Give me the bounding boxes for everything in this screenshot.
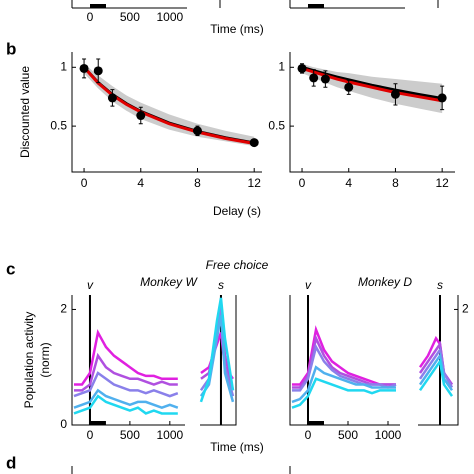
panel-label: b [6,39,16,58]
panel-label: d [6,453,16,472]
event-label: v [87,278,94,292]
activity-line [199,315,235,403]
x-tick-label: 500 [120,428,140,442]
activity-line [73,328,178,386]
axis [289,52,455,173]
x-tick-label: 500 [338,428,358,442]
point [192,126,202,136]
activity-line [73,388,179,409]
x-tick-label: 4 [137,176,144,190]
point [390,89,400,99]
x-tick-label: 1000 [156,428,183,442]
confidence-band [84,63,255,147]
activity-line [73,352,178,392]
subtitle: Monkey W [140,275,198,289]
axis [200,295,237,426]
x-tick-label: 12 [248,176,262,190]
x-tick-label: 8 [392,176,399,190]
activity-line [73,371,179,398]
point [249,138,259,148]
y-tick-label: 1 [60,59,67,73]
point [93,66,103,76]
activity-line [291,377,396,409]
activity-line [418,346,454,389]
event-label: s [218,278,224,292]
axis [418,295,459,426]
x-axis-label: Time (ms) [210,440,264,454]
point [320,74,330,84]
point [136,111,146,121]
x-tick-label: 4 [345,176,352,190]
point [107,93,117,103]
x-tick-label: 0 [305,428,312,442]
event-label: v [305,278,312,292]
point [297,63,307,73]
activity-line [291,365,396,404]
x-axis-label: Time (ms) [210,22,264,36]
x-tick-label: 1000 [156,10,183,24]
x-axis-label: Delay (s) [213,204,261,218]
panel-label: c [6,259,15,278]
y-tick-label: 0.5 [50,118,67,132]
y-tick-label: 2 [462,302,469,316]
x-tick-label: 12 [435,176,449,190]
subtitle: Monkey D [358,275,412,289]
activity-line [73,394,178,415]
activity-line [199,297,235,403]
activity-line [418,358,454,397]
axis [289,295,400,426]
x-tick-label: 8 [194,176,201,190]
x-tick-label: 0 [81,176,88,190]
x-tick-label: 500 [120,10,140,24]
panel-title: Free choice [206,258,269,272]
x-tick-label: 0 [87,428,94,442]
y-tick-label: 0.5 [268,118,285,132]
activity-line [292,343,397,392]
y-tick-label: 0 [60,417,67,431]
y-axis-label: (norm) [38,342,52,377]
y-tick-label: 1 [278,59,285,73]
point [344,82,354,92]
point [437,93,447,103]
event-label: s [437,278,443,292]
y-tick-label: 2 [60,302,67,316]
point [309,73,319,83]
x-tick-label: 0 [299,176,306,190]
activity-line [418,352,454,392]
point [79,63,89,73]
axis [71,52,262,173]
y-axis-label: Population activity [22,312,36,409]
x-tick-label: 0 [87,10,94,24]
y-axis-label: Discounted value [18,66,32,158]
x-tick-label: 1000 [375,428,402,442]
